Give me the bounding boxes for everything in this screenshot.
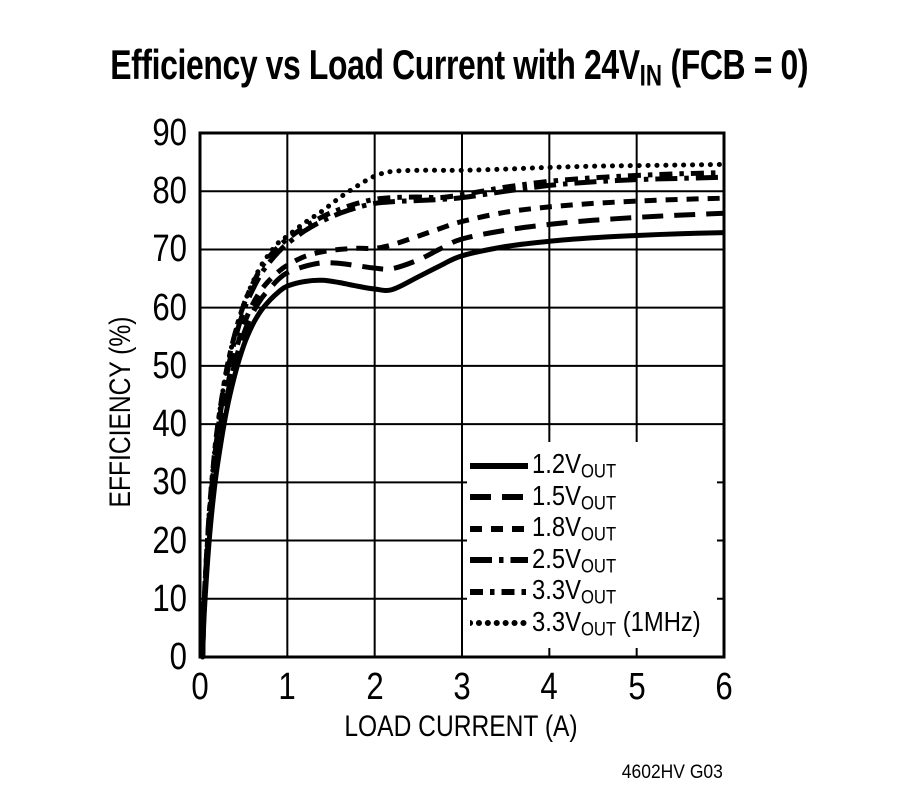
legend-label: 3.3VOUT (1MHz) [532,606,701,641]
legend-line-sample [470,494,528,501]
legend-label-suffix: (1MHz) [616,605,701,637]
legend-label-text: 1.8V [532,511,581,543]
legend-label: 3.3VOUT [532,574,616,609]
chart-title-subscript: IN [639,59,663,93]
x-tick-label: 3 [453,666,471,708]
x-axis-title: LOAD CURRENT (A) [344,710,578,743]
y-tick-label: 70 [152,228,187,271]
legend-label: 1.5VOUT [532,480,616,515]
legend-label-subscript: OUT [580,523,617,546]
y-tick-label: 90 [152,112,187,154]
legend-item: 2.5VOUT [467,543,717,578]
plot-border [198,131,726,659]
legend-label-text: 3.3V [532,574,581,606]
y-tick-label: 20 [152,519,187,562]
series-line-1.2v [200,230,725,658]
legend-label-text: 2.5V [532,542,581,574]
legend-label-subscript: OUT [580,617,617,640]
legend-label-subscript: OUT [580,460,617,483]
legend-line-sample [470,462,528,469]
legend-label-subscript: OUT [580,491,617,514]
legend-label-text: 1.2V [532,448,581,480]
legend-label: 2.5VOUT [532,543,616,578]
legend-item: 1.5VOUT [467,480,717,515]
legend-label: 1.2VOUT [532,448,616,483]
chart-title-suffix: (FCB = 0) [662,41,809,88]
series-line-3.3v-1mhz [200,161,727,660]
legend: 1.2VOUT 1.5VOUT 1.8VOUT 2.5VOUT 3.3VOUT 3.3VO… [467,442,717,648]
legend-line-sample [470,620,528,627]
y-tick-label: 0 [169,636,187,678]
y-tick-label: 10 [152,577,187,620]
x-tick-label: 5 [627,666,646,708]
legend-line-sample [470,588,528,595]
legend-label-text: 3.3V [532,605,581,637]
chart-title: Efficiency vs Load Current with 24VIN (F… [0,40,900,101]
y-tick-label: 40 [152,403,187,446]
chart-title-text: Efficiency vs Load Current with 24V [110,41,640,88]
x-tick-label: 2 [365,666,384,708]
x-tick-label: 1 [278,666,296,708]
figure-reference-code: 4602HV G03 [621,762,723,783]
legend-label: 1.8VOUT [532,511,616,546]
legend-label-text: 1.5V [532,479,581,511]
legend-label-subscript: OUT [580,586,617,609]
y-tick-label: 60 [152,286,187,329]
series-line-2.5v [200,174,725,658]
legend-label-subscript: OUT [580,554,617,577]
series-line-1.5v [200,210,725,658]
legend-item: 3.3VOUT [467,574,717,609]
x-tick-label: 4 [540,666,558,708]
legend-line-sample [470,525,528,532]
x-tick-label: 6 [715,666,733,708]
y-tick-label: 50 [152,344,187,387]
x-tick-label: 0 [191,666,209,708]
legend-item: 1.2VOUT [467,448,717,483]
legend-item: 1.8VOUT [467,511,717,546]
y-tick-label: 30 [152,461,187,504]
legend-line-sample [470,557,528,564]
series-line-3.3v [200,170,725,658]
legend-item: 3.3VOUT (1MHz) [467,606,717,641]
y-tick-label: 80 [152,170,187,213]
